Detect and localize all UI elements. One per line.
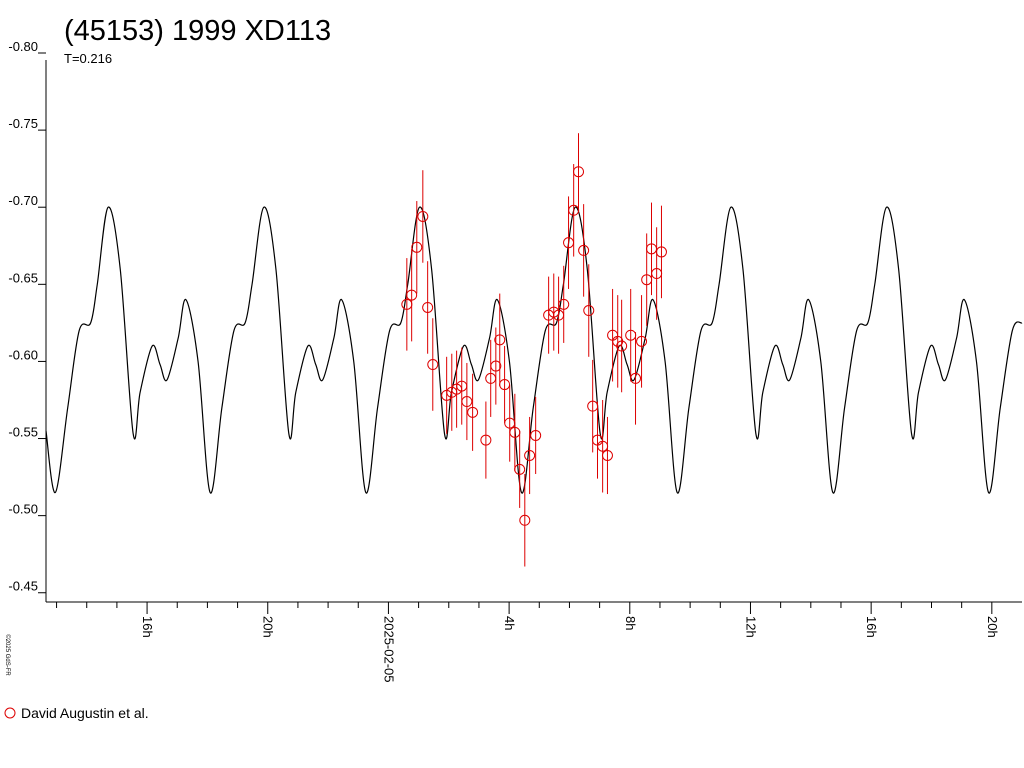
data-point <box>601 449 613 461</box>
chart-subtitle: T=0.216 <box>64 51 112 66</box>
data-point <box>651 268 663 280</box>
y-tick-label: -0.80 <box>8 39 38 54</box>
data-point <box>467 406 479 418</box>
chart-title: (45153) 1999 XD113 <box>64 15 331 47</box>
data-point <box>597 440 609 452</box>
data-point <box>641 274 653 286</box>
data-point <box>490 360 502 372</box>
x-tick-label: 2025-02-05 <box>381 616 396 683</box>
x-tick-label: 20h <box>261 616 276 638</box>
data-point <box>553 309 565 321</box>
model-curve <box>45 206 1023 494</box>
data-point <box>583 305 595 317</box>
data-point <box>578 244 590 256</box>
data-point <box>636 335 648 347</box>
y-tick-label: -0.70 <box>8 193 38 208</box>
y-tick-label: -0.75 <box>8 116 38 131</box>
x-tick-label: 16h <box>140 616 155 638</box>
data-point <box>625 329 637 341</box>
data-point <box>406 289 418 301</box>
data-point <box>587 400 599 412</box>
data-point <box>514 463 526 475</box>
data-point <box>573 166 585 178</box>
data-point <box>422 301 434 313</box>
data-point <box>616 340 628 352</box>
data-point <box>646 243 658 255</box>
legend-marker <box>4 707 16 719</box>
legend-label: David Augustin et al. <box>21 705 149 721</box>
data-point <box>509 426 521 438</box>
y-tick-label: -0.45 <box>8 579 38 594</box>
data-point <box>504 417 516 429</box>
y-tick-label: -0.55 <box>8 425 38 440</box>
x-tick-label: 8h <box>623 616 638 630</box>
data-point <box>655 246 667 258</box>
data-point <box>427 359 439 371</box>
data-point <box>630 372 642 384</box>
data-point <box>558 298 570 310</box>
y-tick-label: -0.50 <box>8 502 38 517</box>
data-point <box>568 204 580 216</box>
data-point <box>401 298 413 310</box>
y-tick-label: -0.60 <box>8 347 38 362</box>
data-point <box>461 396 473 408</box>
x-tick-label: 16h <box>864 616 879 638</box>
data-point <box>417 210 429 222</box>
x-tick-label: 20h <box>985 616 1000 638</box>
data-point <box>411 241 423 253</box>
data-point <box>524 449 536 461</box>
x-tick-label: 12h <box>743 616 758 638</box>
y-tick-label: -0.65 <box>8 270 38 285</box>
data-point <box>519 514 531 526</box>
footnote: ©2025 GdS-FR <box>4 634 11 676</box>
data-point <box>456 380 468 392</box>
data-point <box>485 372 497 384</box>
x-tick-label: 4h <box>502 616 517 630</box>
data-point <box>499 379 511 391</box>
data-point <box>563 237 575 249</box>
data-point <box>480 434 492 446</box>
data-point <box>494 334 506 346</box>
data-point <box>530 429 542 441</box>
